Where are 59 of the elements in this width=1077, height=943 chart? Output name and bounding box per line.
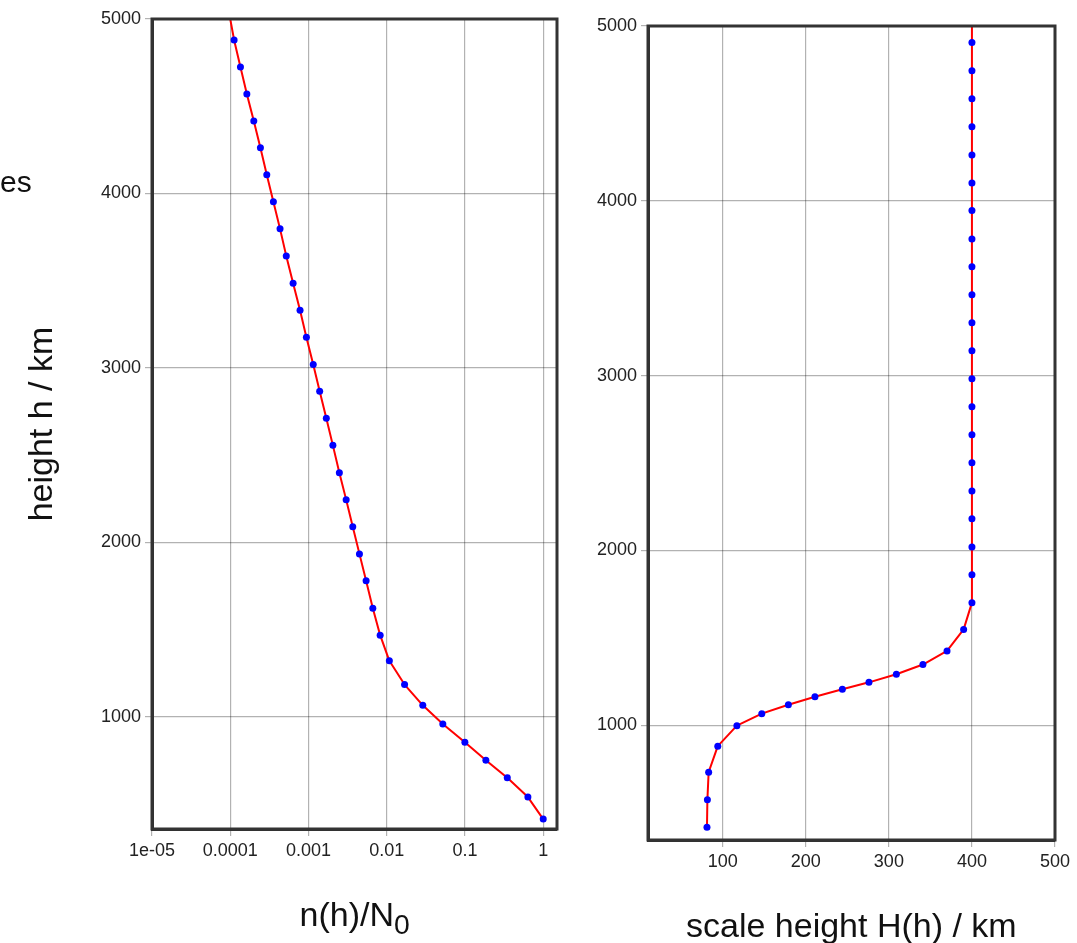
y-tick-label: 4000: [596, 189, 637, 210]
y-tick-label: 5000: [596, 14, 637, 35]
point: [968, 403, 976, 411]
point: [703, 796, 711, 804]
text: es: [0, 165, 32, 199]
point: [968, 39, 976, 47]
point: [968, 599, 976, 607]
point: [919, 661, 927, 669]
y-tick-label: 3000: [100, 356, 141, 377]
x-tick-label: 400: [956, 850, 987, 871]
point: [968, 319, 976, 327]
x-tick-label: 0.01: [369, 839, 405, 860]
x-tick-label: 300: [873, 850, 904, 871]
point: [784, 701, 792, 709]
point: [960, 625, 968, 633]
x-tick-label: 500: [1039, 850, 1071, 871]
point: [968, 431, 976, 439]
point: [892, 670, 900, 678]
point: [968, 123, 976, 131]
y-tick-label: 4000: [100, 182, 141, 203]
point: [968, 487, 976, 495]
point: [968, 347, 976, 355]
y-tick-label: 1000: [100, 705, 141, 726]
point: [968, 179, 976, 187]
y-tick-label: 1000: [596, 714, 637, 735]
x-tick-label: 0.1: [452, 839, 478, 860]
point: [811, 693, 819, 701]
x-tick-label: 0.0001: [202, 839, 258, 860]
y-tick-label: 2000: [100, 531, 141, 552]
point: [968, 95, 976, 103]
point: [968, 263, 976, 271]
point: [968, 235, 976, 243]
point: [865, 678, 873, 686]
point: [968, 543, 976, 551]
point: [968, 515, 976, 523]
point: [968, 459, 976, 467]
x-tick-label: 200: [790, 850, 821, 871]
point: [838, 685, 846, 693]
x-axis-title: n(h)/N$_{0}$: [299, 895, 410, 940]
y-axis-title: height h / km: [20, 326, 59, 522]
y-tick-label: 3000: [596, 364, 637, 385]
point: [968, 151, 976, 159]
x-tick-label: 100: [707, 850, 738, 871]
point: [968, 571, 976, 579]
y-tick-label: 5000: [100, 7, 141, 28]
point: [943, 647, 951, 655]
point: [733, 722, 741, 730]
x-tick-label: 1e-05: [128, 839, 176, 860]
point: [968, 207, 976, 215]
point: [968, 375, 976, 383]
x-tick-label: 0.001: [285, 839, 332, 860]
point: [703, 823, 711, 831]
point: [714, 742, 722, 750]
point: [705, 768, 713, 776]
y-tick-label: 2000: [596, 539, 637, 560]
point: [968, 67, 976, 75]
point: [758, 710, 766, 718]
point: [968, 291, 976, 299]
x-tick-label: 1: [538, 839, 549, 860]
